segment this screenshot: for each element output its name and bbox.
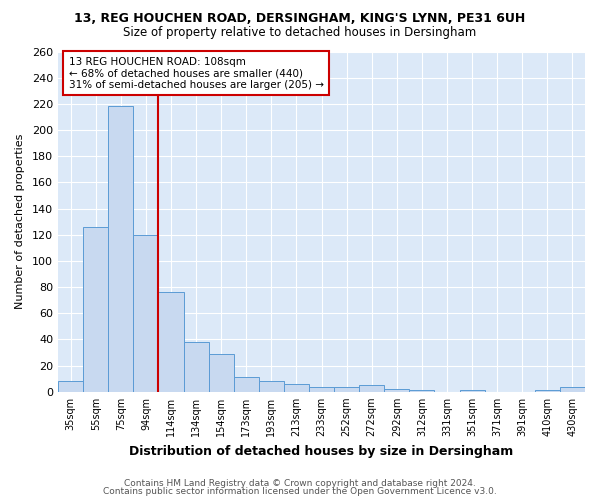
Bar (209, 354, 234, 392)
Bar (535, 390, 560, 392)
Bar (359, 386, 384, 392)
Text: Size of property relative to detached houses in Dersingham: Size of property relative to detached ho… (124, 26, 476, 39)
Bar (284, 384, 309, 392)
Text: 13, REG HOUCHEN ROAD, DERSINGHAM, KING'S LYNN, PE31 6UH: 13, REG HOUCHEN ROAD, DERSINGHAM, KING'S… (74, 12, 526, 26)
X-axis label: Distribution of detached houses by size in Dersingham: Distribution of detached houses by size … (130, 444, 514, 458)
Bar (460, 390, 485, 392)
Bar (184, 342, 209, 392)
Bar (334, 386, 359, 392)
Bar (234, 378, 259, 392)
Bar (58, 382, 83, 392)
Text: Contains public sector information licensed under the Open Government Licence v3: Contains public sector information licen… (103, 487, 497, 496)
Bar (409, 390, 434, 392)
Bar (83, 227, 108, 392)
Bar (133, 234, 158, 392)
Text: 13 REG HOUCHEN ROAD: 108sqm
← 68% of detached houses are smaller (440)
31% of se: 13 REG HOUCHEN ROAD: 108sqm ← 68% of det… (68, 56, 323, 90)
Y-axis label: Number of detached properties: Number of detached properties (15, 134, 25, 310)
Bar (384, 389, 409, 392)
Text: Contains HM Land Registry data © Crown copyright and database right 2024.: Contains HM Land Registry data © Crown c… (124, 478, 476, 488)
Bar (560, 386, 585, 392)
Bar (108, 106, 133, 392)
Bar (158, 292, 184, 392)
Bar (309, 386, 334, 392)
Bar (259, 382, 284, 392)
